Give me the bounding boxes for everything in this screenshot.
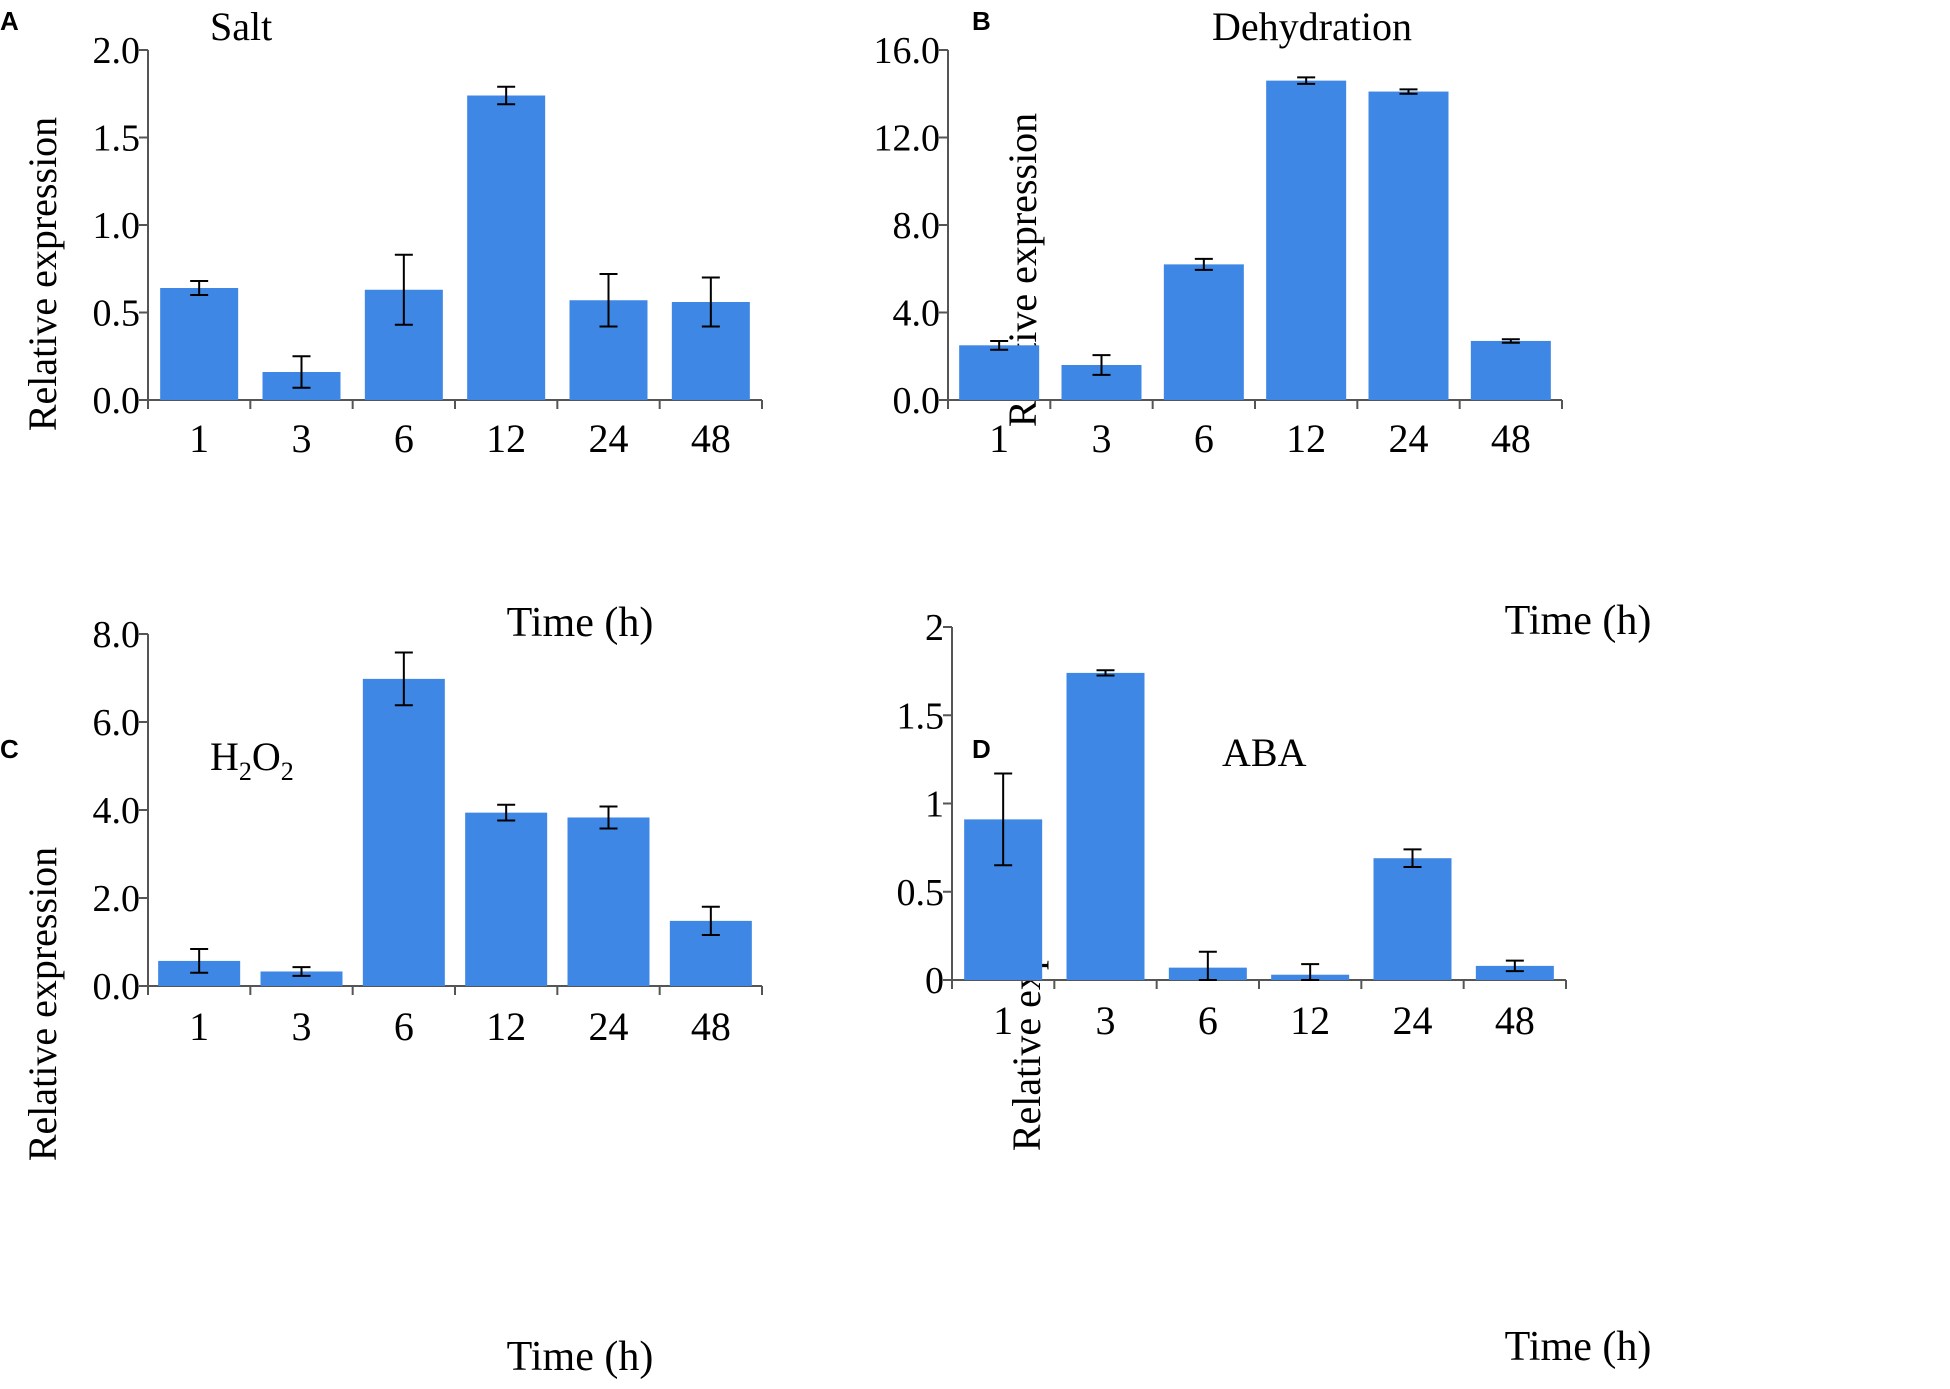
panel-a-chart: A Salt Relative expression Time (h) 0.0 0… [0, 4, 763, 646]
bar-24h [1368, 91, 1449, 400]
bar-12h [467, 95, 546, 400]
y-tick-label: 8.0 [93, 614, 141, 656]
bar-1h [959, 345, 1040, 400]
y-axis-label: Relative expression [20, 117, 65, 431]
bar-1h [160, 288, 239, 400]
y-tick-label: 2.0 [93, 878, 141, 920]
bar-48h [1470, 340, 1551, 400]
chart-title-salt: Salt [210, 4, 272, 49]
x-tick-label: 3 [1092, 416, 1112, 461]
x-tick-label: 6 [394, 416, 414, 461]
bar-6h [1163, 264, 1244, 400]
title-sub-2b: 2 [281, 757, 294, 786]
title-h: H [210, 734, 239, 779]
x-tick-label: 12 [486, 1004, 526, 1049]
chart-title-dehydration: Dehydration [1212, 4, 1412, 49]
y-tick-label: 1.0 [93, 205, 141, 247]
y-tick-label: 16.0 [874, 30, 941, 72]
y-tick-label: 0.5 [897, 872, 945, 914]
x-axis-label: Time (h) [507, 600, 654, 646]
x-tick-label: 48 [691, 1004, 731, 1049]
bar-12h [1266, 80, 1347, 400]
x-tick-label: 1 [989, 416, 1009, 461]
x-tick-label: 24 [589, 1004, 629, 1049]
panel-c-chart: C H2O2 Relative expression Time (h) 0.02… [0, 614, 763, 1380]
y-tick-label: 1.5 [93, 118, 141, 160]
y-tick-label: 6.0 [93, 702, 141, 744]
panel-b-chart: B Dehydration Relative expression Time (… [874, 4, 1652, 644]
y-tick-label: 0.0 [93, 380, 141, 422]
bar-24h [567, 817, 650, 986]
x-tick-label: 24 [1393, 998, 1433, 1043]
x-axis-label: Time (h) [507, 1334, 654, 1380]
y-tick-label: 4.0 [893, 293, 941, 335]
x-tick-label: 48 [691, 416, 731, 461]
x-tick-label: 1 [189, 416, 209, 461]
y-tick-label: 1 [925, 784, 944, 826]
x-tick-label: 1 [189, 1004, 209, 1049]
title-sub-2: 2 [239, 757, 252, 786]
y-tick-label: 4.0 [93, 790, 141, 832]
panel-letter-c: C [0, 734, 19, 764]
bar-6h [362, 678, 445, 986]
x-tick-label: 12 [1286, 416, 1326, 461]
x-tick-label: 3 [1096, 998, 1116, 1043]
x-tick-label: 24 [1389, 416, 1429, 461]
panel-d-chart: D ABA Relative expression Time (h) 00.51… [897, 607, 1652, 1370]
bar-3h [260, 971, 343, 986]
panel-letter-a: A [0, 6, 19, 36]
x-tick-label: 12 [1290, 998, 1330, 1043]
y-tick-label: 12.0 [874, 118, 941, 160]
bar-24h [1373, 858, 1452, 980]
bar-12h [465, 812, 548, 986]
y-axis-label: Relative expression [20, 847, 65, 1161]
chart-title-h2o2: H2O2 [210, 734, 294, 786]
bar-48h [1475, 965, 1554, 980]
x-tick-label: 6 [1194, 416, 1214, 461]
x-tick-label: 12 [486, 416, 526, 461]
x-tick-label: 48 [1495, 998, 1535, 1043]
x-tick-label: 3 [292, 1004, 312, 1049]
x-tick-label: 6 [1198, 998, 1218, 1043]
y-tick-label: 0.0 [93, 966, 141, 1008]
chart-title-aba: ABA [1222, 730, 1307, 775]
x-tick-label: 1 [993, 998, 1013, 1043]
y-tick-label: 2 [925, 607, 944, 649]
panel-letter-d: D [972, 734, 991, 764]
y-tick-label: 8.0 [893, 205, 941, 247]
title-o: O [252, 734, 281, 779]
x-axis-label: Time (h) [1505, 598, 1652, 644]
x-tick-label: 6 [394, 1004, 414, 1049]
y-tick-label: 0 [925, 960, 944, 1002]
y-tick-label: 1.5 [897, 695, 945, 737]
panel-letter-b: B [972, 6, 991, 36]
x-tick-label: 24 [589, 416, 629, 461]
y-tick-label: 2.0 [93, 30, 141, 72]
bar-3h [1066, 672, 1145, 980]
y-tick-label: 0.0 [893, 380, 941, 422]
x-tick-label: 3 [292, 416, 312, 461]
y-tick-label: 0.5 [93, 293, 141, 335]
x-tick-label: 48 [1491, 416, 1531, 461]
x-axis-label: Time (h) [1505, 1324, 1652, 1370]
